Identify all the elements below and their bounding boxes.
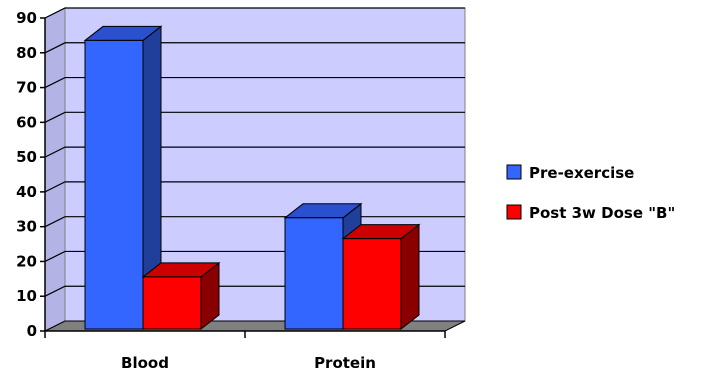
x-category-label: Protein	[314, 354, 376, 372]
y-tick-label: 80	[16, 44, 37, 62]
legend-label: Post 3w Dose "B"	[529, 204, 675, 222]
bar-front	[142, 276, 202, 330]
bar-blood-series-1	[83, 25, 163, 331]
gridline	[44, 42, 465, 54]
bar-front	[84, 39, 144, 330]
gridline	[44, 111, 465, 123]
gridline	[44, 146, 465, 158]
gridlines	[44, 7, 465, 297]
y-tick-label: 50	[16, 148, 37, 166]
y-tick-label: 60	[16, 113, 37, 131]
legend-item-1: Pre-exercise	[506, 164, 634, 182]
gridline	[44, 76, 465, 89]
y-tick-label: 90	[16, 9, 37, 27]
y-tick-label: 10	[16, 287, 37, 305]
y-tick-label: 0	[27, 322, 37, 340]
legend-label: Pre-exercise	[529, 164, 634, 182]
x-axis-category-labels: Blood Protein	[121, 354, 376, 372]
y-axis-tick-labels: 0 10 20 30 40 50 60 70 80 90	[16, 9, 37, 340]
y-tick-label: 30	[16, 218, 37, 236]
side-wall	[44, 7, 66, 332]
y-tick-label: 20	[16, 252, 37, 270]
legend-swatch	[506, 164, 522, 180]
y-tick-label: 70	[16, 79, 37, 97]
bar-blood-series-2	[141, 261, 221, 331]
legend: Pre-exercise Post 3w Dose "B"	[506, 164, 675, 222]
bar-protein-series-2	[341, 223, 421, 331]
bar-side	[400, 223, 420, 331]
bars	[83, 25, 421, 331]
gridline	[44, 181, 465, 193]
legend-item-2: Post 3w Dose "B"	[506, 204, 675, 222]
bar-front	[342, 238, 402, 330]
y-tick-label: 40	[16, 183, 37, 201]
bar-front	[284, 217, 344, 330]
legend-swatch	[506, 204, 522, 220]
gridline	[44, 7, 465, 19]
axes	[40, 17, 446, 338]
x-category-label: Blood	[121, 354, 169, 372]
